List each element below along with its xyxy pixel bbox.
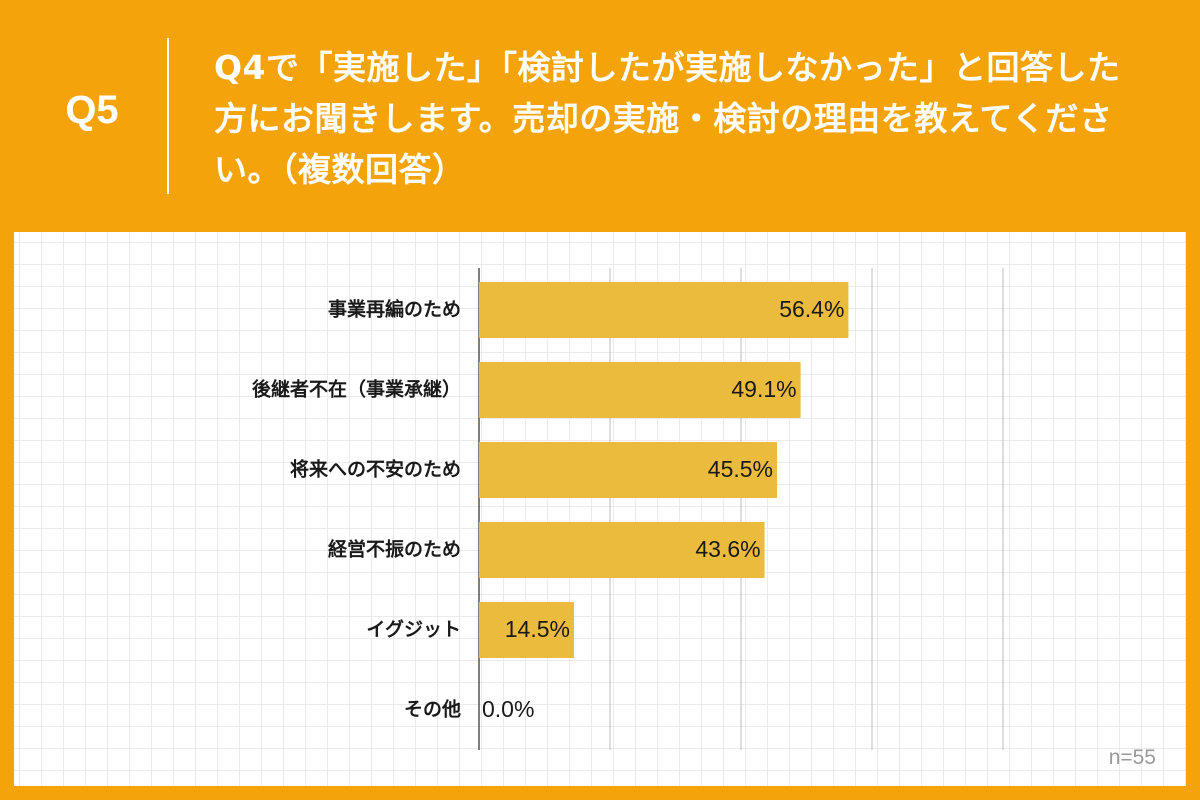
data-label: 49.1% xyxy=(731,376,796,402)
data-label: 14.5% xyxy=(505,616,570,642)
category-label: イグジット xyxy=(366,618,461,641)
data-label: 43.6% xyxy=(695,536,760,562)
question-text: Q4で「実施した」「検討したが実施しなかった」と回答した方にお聞きします。売却の… xyxy=(214,48,1121,189)
data-label: 56.4% xyxy=(779,296,844,322)
chart-card: 事業再編のため 56.4% 後継者不在（事業承継） 49.1% 将来への不安のため 45.… xyxy=(14,232,1186,786)
bar xyxy=(479,282,849,338)
category-label: 経営不振のため xyxy=(328,538,461,561)
category-label: 将来への不安のため xyxy=(290,458,461,481)
bar xyxy=(479,522,765,578)
data-label: 45.5% xyxy=(708,456,773,482)
category-label: 事業再編のため xyxy=(328,298,461,321)
bar xyxy=(479,442,778,498)
bar xyxy=(479,362,801,418)
question-number: Q5 xyxy=(65,88,119,132)
category-label: その他 xyxy=(404,698,461,721)
bar-chart: 事業再編のため 56.4% 後継者不在（事業承継） 49.1% 将来への不安のため 45.… xyxy=(252,268,1004,750)
sample-size-note: n=55 xyxy=(1108,746,1156,769)
header-divider xyxy=(167,38,169,194)
data-label: 0.0% xyxy=(482,696,534,722)
bar xyxy=(479,602,574,658)
category-label: 後継者不在（事業承継） xyxy=(252,378,461,401)
